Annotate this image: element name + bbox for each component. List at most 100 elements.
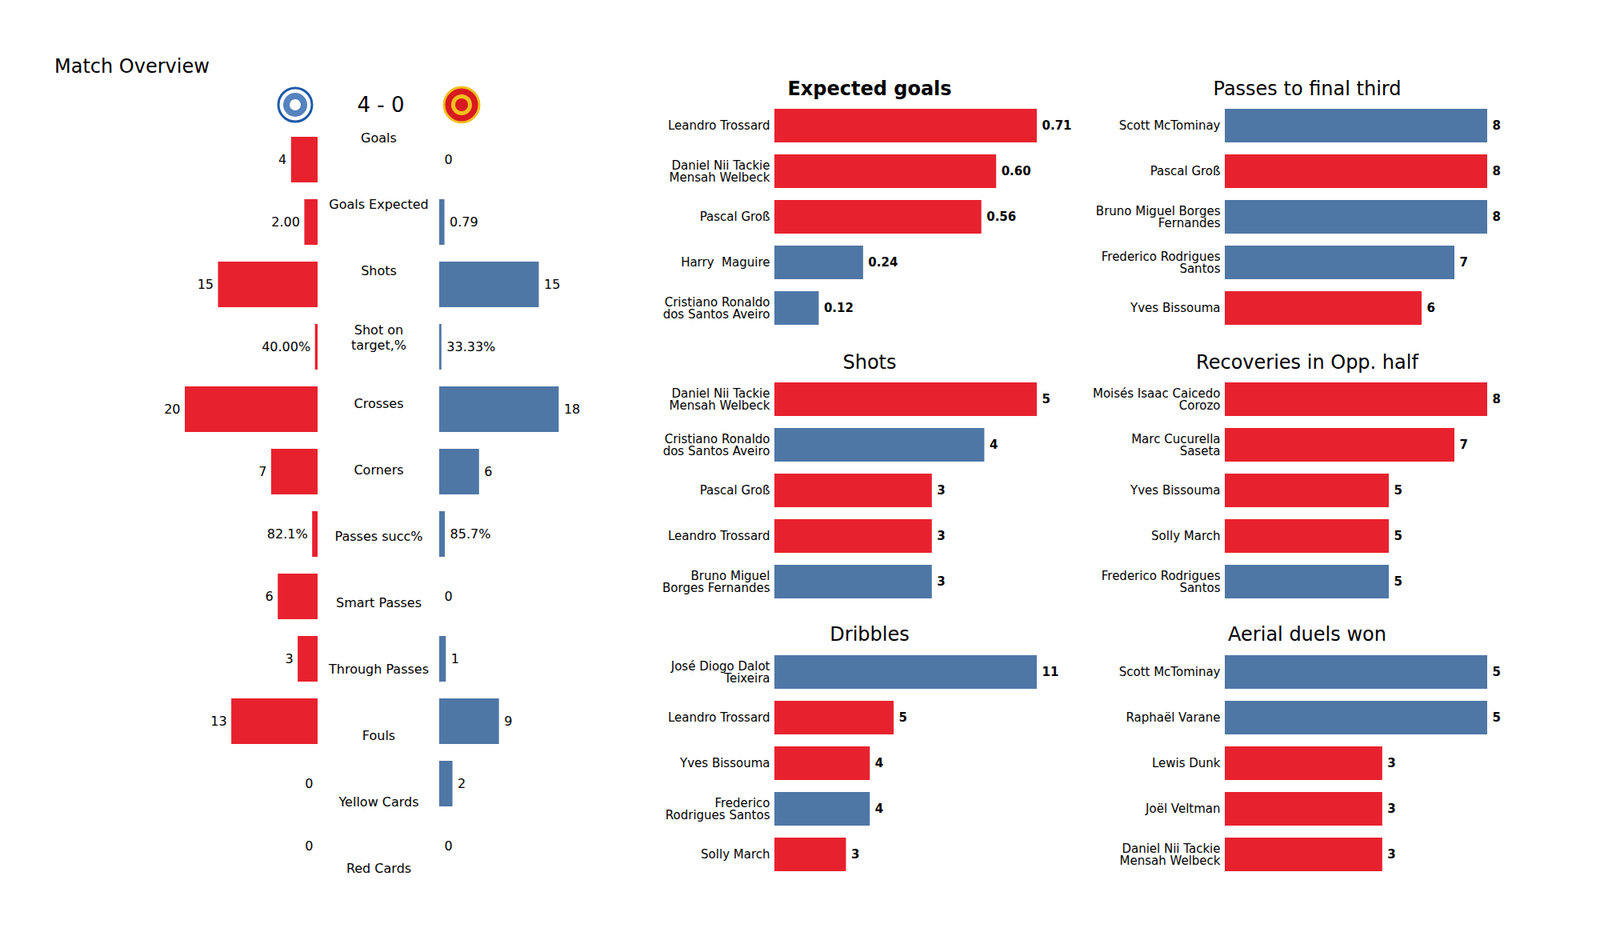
svg-text:9: 9 [504, 713, 512, 729]
svg-text:4: 4 [278, 152, 287, 168]
svg-text:0.71: 0.71 [1042, 118, 1072, 133]
svg-text:5: 5 [1042, 392, 1051, 407]
svg-text:Shot ontarget,%: Shot ontarget,% [351, 322, 407, 352]
svg-text:Leandro Trossard: Leandro Trossard [668, 118, 771, 133]
svg-text:11: 11 [1042, 664, 1060, 680]
svg-text:3: 3 [936, 483, 945, 498]
svg-text:Through Passes: Through Passes [328, 661, 429, 677]
svg-text:0.24: 0.24 [868, 255, 898, 270]
svg-text:Shots: Shots [360, 263, 397, 279]
svg-text:0: 0 [304, 776, 313, 792]
svg-text:15: 15 [544, 276, 560, 292]
svg-text:3: 3 [1387, 801, 1396, 816]
svg-text:13: 13 [210, 713, 227, 729]
svg-text:Bruno Miguel BorgesFernandes: Bruno Miguel BorgesFernandes [1096, 204, 1221, 231]
svg-text:Yves Bissouma: Yves Bissouma [679, 756, 770, 771]
svg-text:Red Cards: Red Cards [346, 860, 412, 876]
svg-text:7: 7 [1460, 255, 1468, 270]
svg-text:5: 5 [1492, 710, 1501, 725]
svg-text:Passes succ%: Passes succ% [335, 528, 424, 544]
svg-text:Pascal Groß: Pascal Groß [1150, 164, 1221, 179]
svg-text:3: 3 [936, 574, 945, 589]
svg-text:20: 20 [164, 401, 180, 417]
svg-text:8: 8 [1492, 164, 1501, 179]
svg-text:Yves Bissouma: Yves Bissouma [1129, 300, 1220, 316]
svg-text:Leandro Trossard: Leandro Trossard [668, 528, 771, 544]
svg-text:2.00: 2.00 [271, 214, 300, 230]
html-text:4 - 0: 4 - 0 [357, 92, 405, 117]
svg-text:José Diogo DalotTeixeira: José Diogo DalotTeixeira [670, 659, 771, 686]
svg-text:40.00%: 40.00% [261, 339, 311, 355]
svg-text:3: 3 [1387, 756, 1396, 771]
svg-text:4: 4 [989, 437, 998, 452]
svg-text:3: 3 [851, 847, 860, 862]
svg-text:5: 5 [1394, 483, 1403, 498]
svg-text:4: 4 [875, 801, 884, 816]
svg-text:Harry Maguire: Harry Maguire [680, 255, 770, 270]
svg-text:Marc CucurellaSaseta: Marc CucurellaSaseta [1131, 432, 1220, 459]
svg-text:5: 5 [1394, 528, 1403, 544]
svg-text:6: 6 [484, 464, 492, 480]
svg-text:Daniel Nii TackieMensah Welbec: Daniel Nii TackieMensah Welbeck [669, 386, 771, 413]
svg-text:Scott McTominay: Scott McTominay [1119, 664, 1221, 680]
svg-text:Solly March: Solly March [1151, 528, 1220, 544]
html-text:Match Overview: Match Overview [54, 55, 210, 78]
svg-text:Frederico RodriguesSantos: Frederico RodriguesSantos [1101, 568, 1221, 596]
svg-text:4: 4 [875, 756, 884, 771]
svg-text:7: 7 [258, 464, 267, 480]
svg-text:18: 18 [564, 401, 580, 417]
svg-text:8: 8 [1492, 209, 1501, 224]
svg-text:8: 8 [1492, 392, 1501, 407]
svg-text:Joël Veltman: Joël Veltman [1144, 801, 1220, 816]
svg-text:Lewis Dunk: Lewis Dunk [1152, 756, 1221, 771]
svg-text:0.60: 0.60 [1001, 164, 1032, 179]
svg-text:6: 6 [265, 588, 274, 604]
svg-text:Goals Expected: Goals Expected [328, 196, 429, 212]
svg-text:Daniel Nii TackieMensah Welbec: Daniel Nii TackieMensah Welbeck [669, 158, 771, 185]
svg-text:3: 3 [284, 651, 293, 667]
svg-text:Goals: Goals [360, 130, 397, 146]
svg-text:Corners: Corners [353, 462, 404, 478]
svg-text:0.12: 0.12 [824, 300, 854, 316]
svg-text:Cristiano Ronaldodos Santos Av: Cristiano Ronaldodos Santos Aveiro [663, 295, 771, 322]
svg-text:2: 2 [457, 776, 466, 792]
svg-text:Crosses: Crosses [353, 396, 404, 412]
svg-text:0: 0 [444, 838, 453, 854]
svg-text:85.7%: 85.7% [450, 526, 492, 542]
svg-text:Cristiano Ronaldodos Santos Av: Cristiano Ronaldodos Santos Aveiro [663, 432, 771, 459]
html-text:Expected goals: Expected goals [787, 77, 952, 100]
svg-text:33.33%: 33.33% [446, 339, 496, 355]
svg-text:Scott McTominay: Scott McTominay [1119, 118, 1221, 133]
svg-text:3: 3 [1387, 847, 1396, 862]
svg-text:Leandro Trossard: Leandro Trossard [668, 710, 771, 725]
svg-text:Solly March: Solly March [700, 847, 770, 862]
svg-text:Yves Bissouma: Yves Bissouma [1129, 483, 1220, 498]
svg-text:Daniel Nii TackieMensah Welbec: Daniel Nii TackieMensah Welbeck [1120, 841, 1221, 868]
svg-text:6: 6 [1427, 300, 1436, 316]
svg-text:Bruno MiguelBorges Fernandes: Bruno MiguelBorges Fernandes [662, 568, 771, 596]
svg-text:3: 3 [936, 528, 945, 544]
svg-text:Yellow Cards: Yellow Cards [337, 794, 419, 810]
svg-text:Smart Passes: Smart Passes [336, 595, 422, 611]
svg-text:0: 0 [444, 588, 453, 604]
svg-text:8: 8 [1492, 118, 1501, 133]
svg-text:Pascal Groß: Pascal Groß [700, 483, 771, 498]
svg-text:Pascal Groß: Pascal Groß [700, 209, 771, 224]
svg-text:Fouls: Fouls [362, 728, 396, 744]
svg-text:5: 5 [899, 710, 908, 725]
svg-text:0: 0 [444, 152, 453, 168]
svg-text:Raphaël Varane: Raphaël Varane [1125, 710, 1220, 725]
svg-text:0.79: 0.79 [449, 214, 479, 230]
svg-text:0: 0 [304, 838, 313, 854]
svg-text:0.56: 0.56 [986, 209, 1016, 224]
svg-text:5: 5 [1394, 574, 1403, 589]
svg-text:5: 5 [1492, 664, 1501, 680]
svg-text:Moisés Isaac CaicedoCorozo: Moisés Isaac CaicedoCorozo [1092, 386, 1221, 413]
svg-text:1: 1 [451, 651, 460, 667]
svg-text:15: 15 [197, 276, 214, 292]
svg-text:82.1%: 82.1% [267, 526, 308, 542]
svg-text:Frederico RodriguesSantos: Frederico RodriguesSantos [1101, 249, 1221, 276]
svg-text:FredericoRodrigues Santos: FredericoRodrigues Santos [665, 796, 771, 823]
svg-text:7: 7 [1460, 437, 1468, 452]
html-text:Passes to final third: Passes to final third [1213, 77, 1402, 100]
